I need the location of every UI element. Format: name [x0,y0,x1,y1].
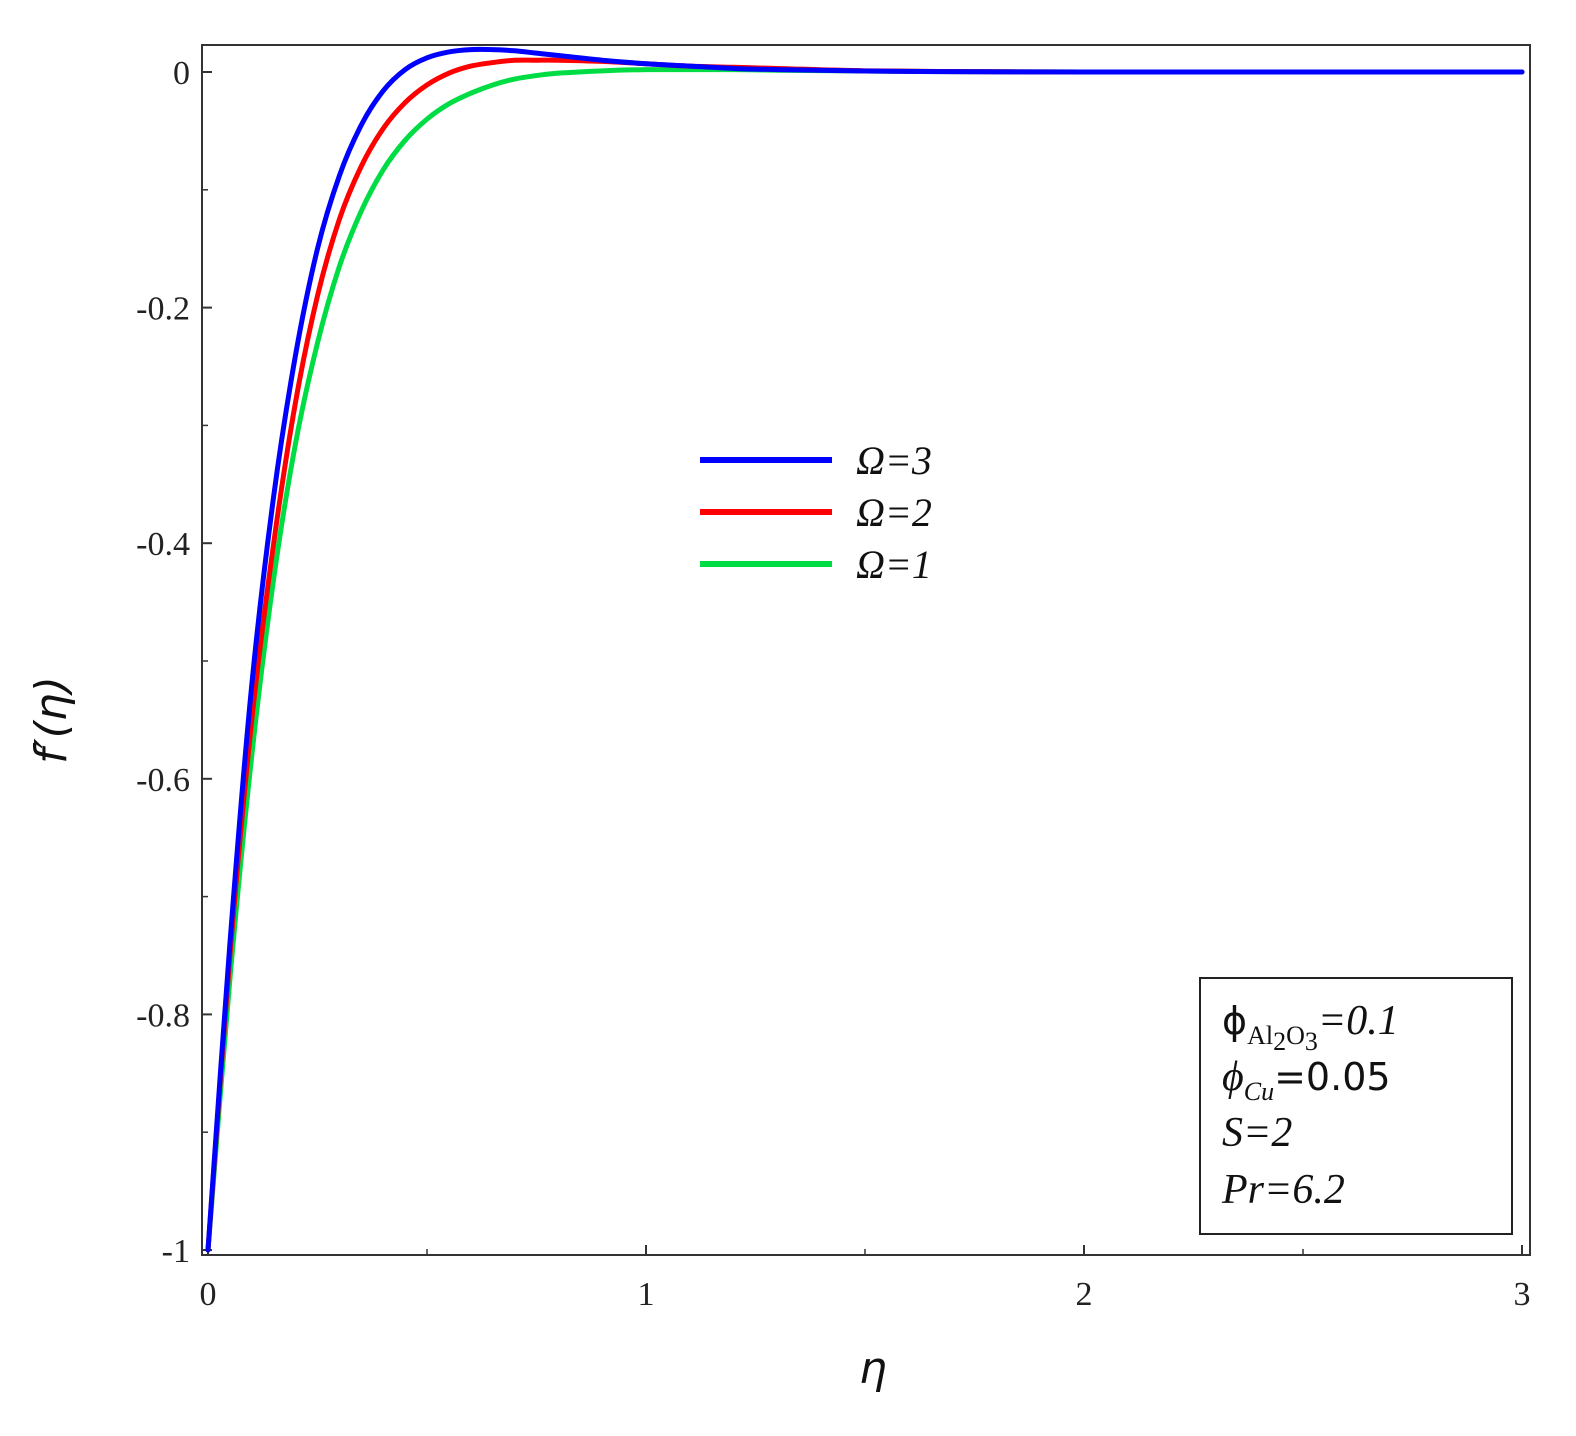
x-axis-title: η [859,1343,887,1394]
y-tick-label: -0.6 [136,762,190,799]
plot-area [201,44,1531,1256]
param-al-sub: Al [1247,1021,1273,1050]
param-al-sub-2: 2 [1273,1027,1286,1056]
y-tick-label: 0 [173,55,190,92]
x-tick-label: 1 [638,1276,655,1313]
param-o-sub-3: 3 [1305,1027,1318,1056]
parameter-box-frame [1199,977,1513,1235]
y-axis-title: f′(η) [26,676,77,764]
param-phi-al2o3-value: =0.1 [1318,998,1399,1044]
param-phi-al2o3: ϕAl2O3=0.1 [1222,998,1399,1056]
y-tick-label: -0.4 [136,526,190,563]
legend-label: Ω=1 [856,542,932,587]
param-o-sub: O [1286,1021,1305,1050]
legend-label: Ω=2 [856,490,932,535]
x-tick-label: 2 [1076,1276,1093,1313]
param-phi-cu-value: =0.05 [1274,1055,1390,1099]
param-pr: Pr=6.2 [1221,1167,1345,1213]
x-tick-label: 3 [1514,1276,1531,1313]
param-phi-symbol-1: ϕ [1222,999,1247,1043]
tick-labels: 0 1 2 30-0.2-0.4-0.6-0.8-1 [136,55,1530,1313]
y-tick-label: -0.2 [136,291,190,328]
plot-frame [201,44,1531,1256]
parameter-box: ϕAl2O3=0.1 ϕCu=0.05 S=2 Pr=6.2 [1199,977,1513,1235]
param-s: S=2 [1222,1110,1292,1156]
y-tick-label: -1 [162,1233,190,1270]
param-phi-cu: ϕCu=0.05 [1222,1054,1391,1106]
legend: Ω=3 Ω=2 Ω=1 [700,438,932,587]
param-cu-sub: Cu [1244,1077,1274,1106]
param-phi-symbol-2: ϕ [1222,1054,1244,1100]
x-tick-label: 0 [200,1276,217,1313]
legend-label: Ω=3 [856,438,932,483]
series-line [205,46,1525,1253]
y-tick-label: -0.8 [136,997,190,1034]
series-lines [205,46,1525,1253]
